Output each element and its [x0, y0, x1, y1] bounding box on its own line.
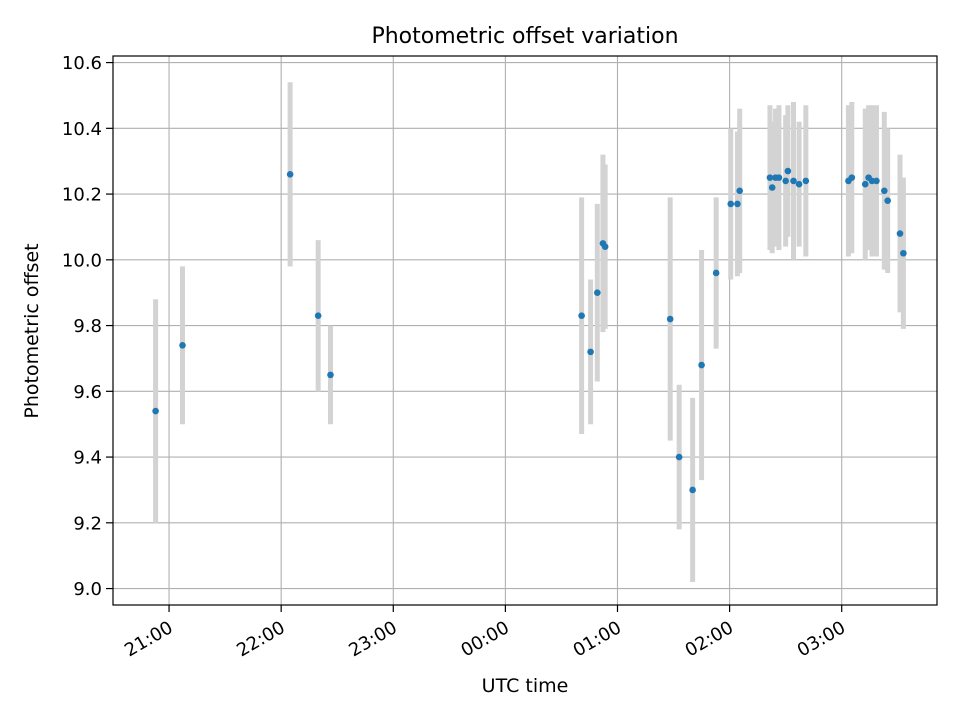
data-point [286, 171, 294, 178]
data-point [601, 243, 609, 250]
data-point [784, 167, 792, 175]
data-point [578, 312, 585, 320]
data-point [900, 249, 907, 257]
data-point [736, 187, 743, 195]
chart-title: Photometric offset variation [371, 24, 678, 49]
data-point [848, 174, 856, 181]
y-axis-label: Photometric offset [21, 243, 43, 418]
data-point [884, 197, 891, 204]
point-layer [152, 167, 907, 494]
data-point [768, 184, 776, 191]
data-point [698, 361, 705, 369]
y-tick-label: 9.8 [73, 316, 102, 337]
data-point [327, 371, 334, 379]
y-tick-label: 10.4 [62, 119, 102, 140]
data-point [675, 453, 683, 461]
y-axis-ticks: 9.0 9.2 9.4 9.6 9.8 10.0 10.2 10.4 10.6 [62, 53, 113, 600]
data-point [782, 177, 789, 185]
data-point [689, 486, 696, 494]
data-point [734, 200, 741, 208]
y-tick-label: 10.6 [62, 53, 102, 74]
data-point [795, 180, 803, 188]
data-point [802, 177, 810, 185]
data-point [712, 269, 720, 277]
x-axis-label: UTC time [482, 675, 569, 697]
data-point [873, 177, 880, 185]
data-point [775, 174, 783, 181]
data-point [896, 230, 904, 237]
data-point [666, 315, 674, 323]
data-point [179, 341, 186, 349]
data-point [727, 200, 735, 208]
y-tick-label: 9.0 [73, 579, 102, 600]
data-point [152, 407, 159, 415]
y-tick-label: 9.6 [73, 382, 102, 403]
data-point [587, 348, 594, 356]
data-point [881, 187, 888, 195]
y-tick-label: 10.0 [62, 250, 102, 271]
y-tick-label: 10.2 [62, 185, 102, 206]
data-point [314, 312, 322, 320]
data-point [790, 177, 797, 185]
y-tick-label: 9.2 [73, 513, 102, 534]
data-point [766, 174, 774, 181]
data-point [594, 289, 601, 296]
data-point [861, 180, 869, 188]
plot-frame [112, 55, 938, 606]
y-tick-label: 9.4 [73, 448, 102, 469]
